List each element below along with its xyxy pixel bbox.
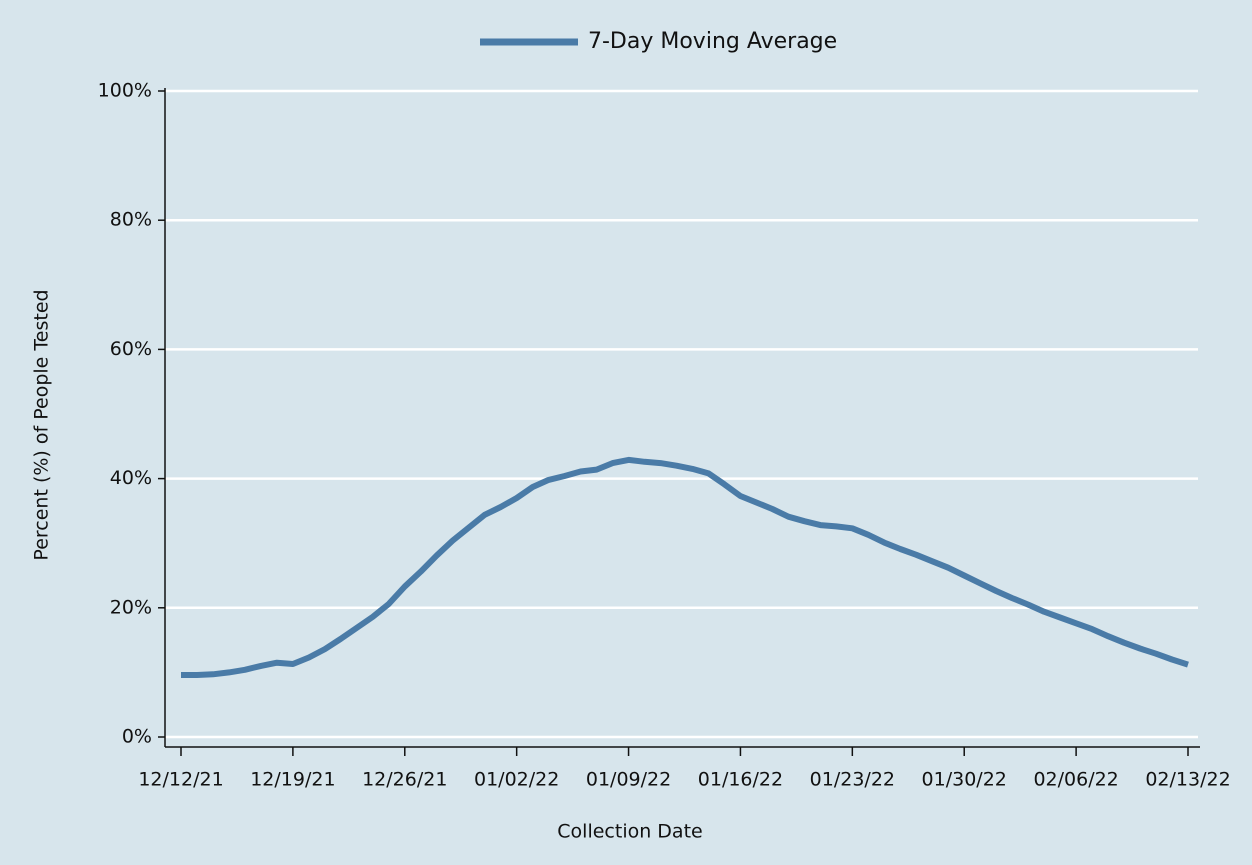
x-tick-label: 01/30/22 <box>922 769 1007 791</box>
x-tick-label: 01/02/22 <box>474 769 559 791</box>
x-tick-label: 01/23/22 <box>810 769 895 791</box>
x-axis-title: Collection Date <box>557 821 702 843</box>
data-line <box>181 456 1189 678</box>
x-tick-label: 12/26/21 <box>362 769 447 791</box>
y-tick-label: 20% <box>110 596 152 618</box>
x-tick-label: 01/09/22 <box>586 769 671 791</box>
x-tick-label: 12/19/21 <box>250 769 335 791</box>
x-tick-label: 02/06/22 <box>1033 769 1118 791</box>
legend-label: 7-Day Moving Average <box>588 29 837 54</box>
y-tick-label: 80% <box>110 209 152 231</box>
y-tick-label: 40% <box>110 467 152 489</box>
x-tick-label: 12/12/21 <box>138 769 223 791</box>
y-tick-label: 100% <box>98 80 152 102</box>
x-tick-label: 01/16/22 <box>698 769 783 791</box>
y-tick-label: 60% <box>110 338 152 360</box>
y-axis-title: Percent (%) of People Tested <box>31 289 53 560</box>
x-tick-label: 02/13/22 <box>1145 769 1230 791</box>
y-tick-label: 0% <box>122 726 152 748</box>
